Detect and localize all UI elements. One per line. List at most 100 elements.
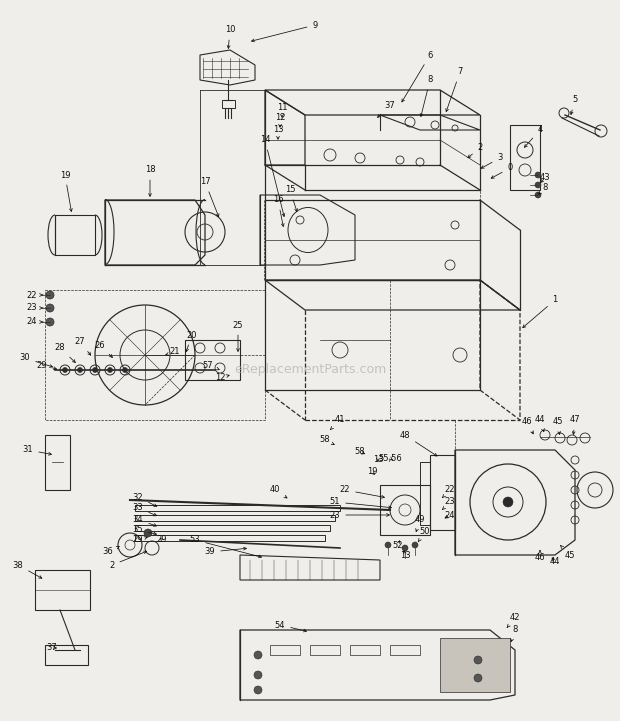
Circle shape bbox=[78, 368, 82, 373]
Text: 2: 2 bbox=[109, 551, 146, 570]
Text: 25: 25 bbox=[232, 321, 243, 351]
Text: 10: 10 bbox=[224, 25, 235, 48]
Circle shape bbox=[412, 542, 418, 548]
Text: 8: 8 bbox=[420, 76, 433, 117]
Text: 49: 49 bbox=[415, 516, 425, 531]
Text: 23: 23 bbox=[330, 510, 389, 520]
Circle shape bbox=[474, 674, 482, 682]
Text: 8: 8 bbox=[539, 184, 547, 195]
Text: 37: 37 bbox=[46, 644, 58, 653]
Text: 58: 58 bbox=[320, 435, 334, 445]
Text: 7: 7 bbox=[446, 68, 463, 112]
Text: 0: 0 bbox=[491, 164, 513, 178]
Text: 1: 1 bbox=[523, 296, 557, 327]
Text: 54: 54 bbox=[275, 621, 306, 632]
Circle shape bbox=[107, 368, 112, 373]
Text: 22: 22 bbox=[27, 291, 43, 299]
Text: 51: 51 bbox=[330, 497, 391, 509]
Circle shape bbox=[503, 497, 513, 507]
Text: 2: 2 bbox=[468, 143, 482, 158]
Text: 53: 53 bbox=[190, 536, 262, 558]
Text: 29: 29 bbox=[37, 360, 56, 370]
Circle shape bbox=[254, 671, 262, 679]
Text: 48: 48 bbox=[400, 430, 437, 456]
Circle shape bbox=[46, 318, 54, 326]
Text: 45: 45 bbox=[553, 417, 563, 434]
Text: 38: 38 bbox=[12, 560, 42, 578]
Text: 19: 19 bbox=[367, 467, 377, 477]
Circle shape bbox=[254, 686, 262, 694]
Text: 33: 33 bbox=[133, 503, 157, 516]
Text: 23: 23 bbox=[27, 304, 43, 312]
Polygon shape bbox=[440, 638, 510, 692]
Circle shape bbox=[63, 368, 68, 373]
Circle shape bbox=[385, 542, 391, 548]
Text: 6: 6 bbox=[402, 50, 433, 102]
Text: 9: 9 bbox=[252, 20, 317, 42]
Text: 16: 16 bbox=[273, 195, 284, 226]
Circle shape bbox=[123, 368, 128, 373]
Circle shape bbox=[254, 651, 262, 659]
Circle shape bbox=[144, 529, 152, 537]
Text: 12: 12 bbox=[215, 373, 229, 383]
Text: 55,56: 55,56 bbox=[378, 454, 402, 462]
Text: 39: 39 bbox=[205, 547, 246, 557]
Text: 44: 44 bbox=[534, 415, 545, 432]
Text: 19: 19 bbox=[60, 170, 73, 211]
Text: 15: 15 bbox=[285, 185, 298, 211]
Circle shape bbox=[46, 304, 54, 312]
Text: 3: 3 bbox=[481, 154, 503, 168]
Text: 21: 21 bbox=[166, 348, 180, 356]
Circle shape bbox=[535, 182, 541, 188]
Text: 50: 50 bbox=[418, 528, 430, 541]
Text: 34: 34 bbox=[133, 516, 156, 526]
Circle shape bbox=[474, 656, 482, 664]
Text: 40: 40 bbox=[270, 485, 287, 498]
Text: 13: 13 bbox=[400, 551, 410, 559]
Text: 20: 20 bbox=[186, 330, 197, 352]
Text: 45: 45 bbox=[560, 546, 575, 559]
Text: eReplacementParts.com: eReplacementParts.com bbox=[234, 363, 386, 376]
Text: 12: 12 bbox=[275, 113, 285, 127]
Text: 58: 58 bbox=[355, 448, 365, 456]
Text: 46: 46 bbox=[534, 551, 546, 562]
Text: 24: 24 bbox=[445, 510, 455, 520]
Text: 18: 18 bbox=[144, 166, 156, 196]
Text: 36: 36 bbox=[103, 547, 119, 557]
Text: 26: 26 bbox=[95, 340, 112, 358]
Text: 24: 24 bbox=[27, 317, 43, 327]
Text: 28: 28 bbox=[55, 343, 76, 363]
Text: 17: 17 bbox=[200, 177, 219, 216]
Text: 52: 52 bbox=[392, 541, 403, 549]
Circle shape bbox=[402, 545, 408, 551]
Text: 57: 57 bbox=[203, 360, 219, 370]
Text: 11: 11 bbox=[277, 104, 287, 117]
Text: 41: 41 bbox=[330, 415, 345, 430]
Text: 47: 47 bbox=[570, 415, 580, 434]
Text: 37: 37 bbox=[378, 100, 396, 118]
Text: 22: 22 bbox=[340, 485, 384, 498]
Circle shape bbox=[46, 291, 54, 299]
Text: 4: 4 bbox=[525, 125, 542, 147]
Text: 35: 35 bbox=[133, 526, 156, 535]
Text: 22: 22 bbox=[443, 485, 455, 497]
Text: 43: 43 bbox=[539, 174, 551, 182]
Text: 44: 44 bbox=[550, 557, 560, 567]
Text: 46: 46 bbox=[521, 417, 533, 434]
Text: 13: 13 bbox=[273, 125, 283, 139]
Text: 29: 29 bbox=[133, 536, 147, 544]
Circle shape bbox=[535, 172, 541, 178]
Text: 30: 30 bbox=[20, 353, 53, 368]
Text: 29: 29 bbox=[157, 536, 167, 544]
Text: 8: 8 bbox=[511, 626, 518, 642]
Text: 5: 5 bbox=[570, 95, 578, 115]
Circle shape bbox=[535, 192, 541, 198]
Text: 42: 42 bbox=[507, 614, 520, 627]
Circle shape bbox=[92, 368, 97, 373]
Text: 32: 32 bbox=[133, 492, 157, 506]
Text: 13: 13 bbox=[373, 456, 383, 464]
Text: 23: 23 bbox=[443, 497, 455, 510]
Text: 31: 31 bbox=[23, 446, 51, 455]
Text: 14: 14 bbox=[260, 136, 285, 216]
Text: 27: 27 bbox=[74, 337, 91, 355]
